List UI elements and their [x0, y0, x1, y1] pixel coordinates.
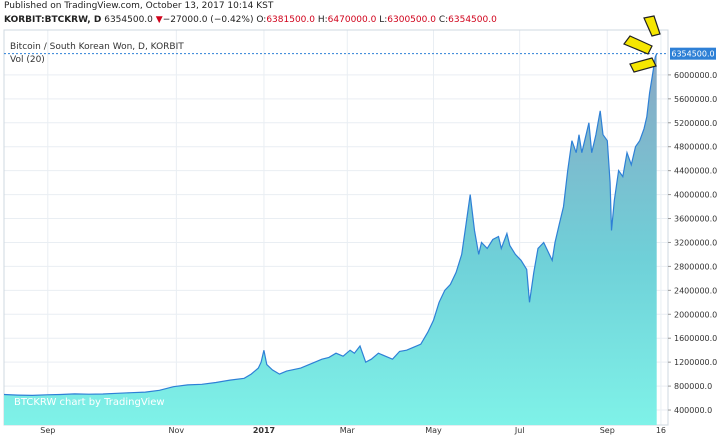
- x-tick-label: Sep: [40, 426, 55, 435]
- x-tick-label: 16: [656, 426, 666, 435]
- y-tick-label: 2800000.0: [674, 262, 717, 271]
- y-tick-label: 3200000.0: [674, 238, 717, 247]
- y-tick-label: 2400000.0: [674, 286, 717, 295]
- volume-label: Vol (20): [10, 55, 45, 65]
- price-area: [4, 53, 657, 425]
- x-axis: Sep Nov 2017 Mar May Jul Sep 16: [40, 426, 666, 435]
- watermark: BTCKRW chart by TradingView: [14, 397, 165, 408]
- highlight-annotation: [623, 15, 661, 73]
- low-value: 6300500.0: [387, 15, 436, 25]
- y-tick-label: 1200000.0: [674, 358, 717, 367]
- y-tick-label: 800000.0: [674, 382, 712, 391]
- y-tick-label: 6000000.0: [674, 71, 717, 80]
- x-tick-label: Mar: [340, 426, 356, 435]
- close-label: C:: [438, 15, 449, 25]
- last-price-marker: 6354500.0: [670, 47, 716, 60]
- y-tick-label: 3600000.0: [674, 215, 717, 224]
- last-value: 6354500.0: [104, 15, 153, 25]
- x-tick-label: Jul: [514, 426, 525, 435]
- y-axis: 6000000.0 5600000.0 5200000.0 4800000.0 4400…: [668, 71, 717, 415]
- close-value: 6354500.0: [448, 15, 497, 25]
- y-tick-label: 5200000.0: [674, 119, 717, 128]
- y-tick-label: 4400000.0: [674, 167, 717, 176]
- published-line: Published on TradingView.com, October 13…: [4, 1, 274, 11]
- x-tick-label: Sep: [600, 426, 615, 435]
- y-tick-label: 1600000.0: [674, 334, 717, 343]
- y-tick-label: 4000000.0: [674, 191, 717, 200]
- highlight-ray-bottom: [629, 57, 657, 73]
- chart-title: Bitcoin / South Korean Won, D, KORBIT: [10, 42, 184, 52]
- ohlc-line: KORBIT:BTCKRW, D 6354500.0 ▼−27000.0 (−0…: [4, 15, 497, 25]
- x-tick-label: Nov: [169, 426, 185, 435]
- y-tick-label: 4800000.0: [674, 143, 717, 152]
- grid: [4, 30, 668, 425]
- y-tick-label: 400000.0: [674, 406, 712, 415]
- last-price-label: 6354500.0: [671, 50, 714, 59]
- open-label: O:: [256, 15, 267, 25]
- x-tick-label: 2017: [253, 426, 275, 435]
- high-value: 6470000.0: [327, 15, 377, 25]
- symbol: KORBIT:BTCKRW, D: [4, 15, 102, 25]
- change-arrow-icon: ▼: [155, 15, 163, 25]
- y-tick-label: 2000000.0: [674, 310, 717, 319]
- high-label: H:: [317, 15, 328, 25]
- open-value: 6381500.0: [266, 15, 315, 25]
- highlight-ray-top: [643, 15, 661, 37]
- x-tick-label: May: [425, 426, 442, 435]
- low-label: L:: [379, 15, 388, 25]
- change-value: −27000.0 (−0.42%): [162, 15, 254, 25]
- y-tick-label: 5600000.0: [674, 95, 717, 104]
- highlight-ray-middle: [623, 35, 653, 55]
- price-line: [3, 53, 658, 397]
